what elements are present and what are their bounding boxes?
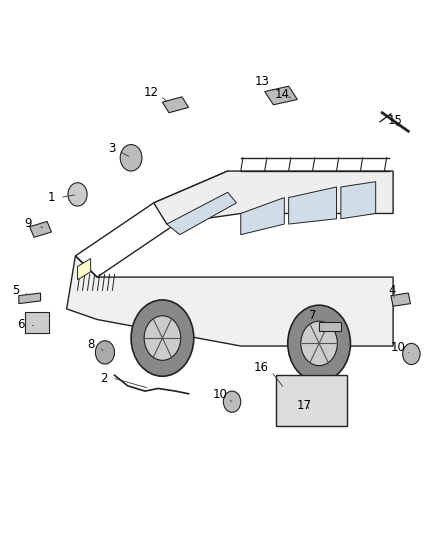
Polygon shape: [78, 259, 91, 280]
Text: 15: 15: [388, 114, 403, 127]
Polygon shape: [67, 256, 393, 346]
Bar: [276, 375, 347, 425]
Polygon shape: [154, 171, 393, 224]
Text: 13: 13: [254, 76, 269, 88]
Circle shape: [301, 321, 337, 366]
Text: 5: 5: [12, 285, 19, 297]
Circle shape: [403, 343, 420, 365]
Text: 7: 7: [309, 309, 316, 322]
Circle shape: [131, 300, 194, 376]
Text: 10: 10: [212, 389, 227, 401]
Text: 1: 1: [48, 191, 55, 204]
Polygon shape: [391, 293, 410, 306]
Polygon shape: [265, 86, 297, 105]
Text: 2: 2: [100, 373, 107, 385]
Circle shape: [144, 316, 181, 360]
Polygon shape: [162, 97, 188, 113]
Polygon shape: [19, 293, 41, 304]
Circle shape: [95, 341, 115, 364]
Text: 8: 8: [87, 338, 94, 351]
Text: 4: 4: [388, 284, 396, 297]
Bar: [25, 312, 49, 333]
Circle shape: [223, 391, 241, 413]
Circle shape: [288, 305, 350, 382]
Polygon shape: [167, 192, 237, 235]
Circle shape: [68, 183, 87, 206]
Text: 3: 3: [108, 142, 115, 155]
Polygon shape: [241, 198, 284, 235]
Text: 10: 10: [391, 341, 406, 353]
Text: 12: 12: [144, 86, 159, 99]
Text: 9: 9: [25, 216, 32, 230]
Polygon shape: [289, 187, 336, 224]
Polygon shape: [319, 322, 341, 331]
Polygon shape: [30, 221, 51, 237]
Text: 17: 17: [297, 399, 311, 412]
Text: 16: 16: [254, 361, 269, 374]
Text: 14: 14: [275, 87, 290, 101]
Text: 6: 6: [17, 318, 25, 332]
Circle shape: [120, 144, 142, 171]
Polygon shape: [341, 182, 376, 219]
